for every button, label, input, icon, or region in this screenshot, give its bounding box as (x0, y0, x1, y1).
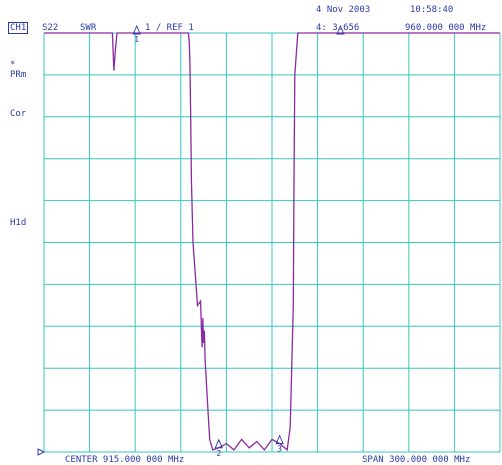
marker-triangle (214, 438, 223, 449)
prm-annotation: PRm (10, 70, 27, 80)
reference-arrow (37, 448, 46, 456)
marker-label: 1 (134, 35, 139, 44)
swr-trace (44, 32, 500, 452)
marker-label: 3 (277, 445, 282, 454)
prm-star: * (10, 60, 16, 70)
marker-triangle (275, 434, 284, 445)
marker-triangle (132, 24, 141, 35)
format-label: SWR (80, 23, 97, 33)
marker-readout: 4: 3.656 (316, 23, 360, 33)
channel-label: CH1 (8, 22, 29, 34)
header-time: 10:58:40 (410, 5, 454, 15)
parameter-label: S22 (42, 23, 59, 33)
scale-label: 1 / REF 1 (145, 23, 194, 33)
cor-annotation: Cor (10, 109, 27, 119)
center-frequency: CENTER 915.000 000 MHz (65, 455, 185, 465)
marker-frequency: 960.000 000 MHz (405, 23, 487, 33)
header-date: 4 Nov 2003 (316, 5, 371, 15)
marker-label: 2 (216, 449, 221, 458)
grid-lines (43, 32, 501, 453)
marker-group: 1 2 3 (132, 24, 345, 458)
hld-annotation: H1d (10, 218, 27, 228)
trace-group (44, 32, 500, 452)
marker-triangle (336, 24, 345, 35)
span-frequency: SPAN 300.000 000 MHz (362, 455, 471, 465)
